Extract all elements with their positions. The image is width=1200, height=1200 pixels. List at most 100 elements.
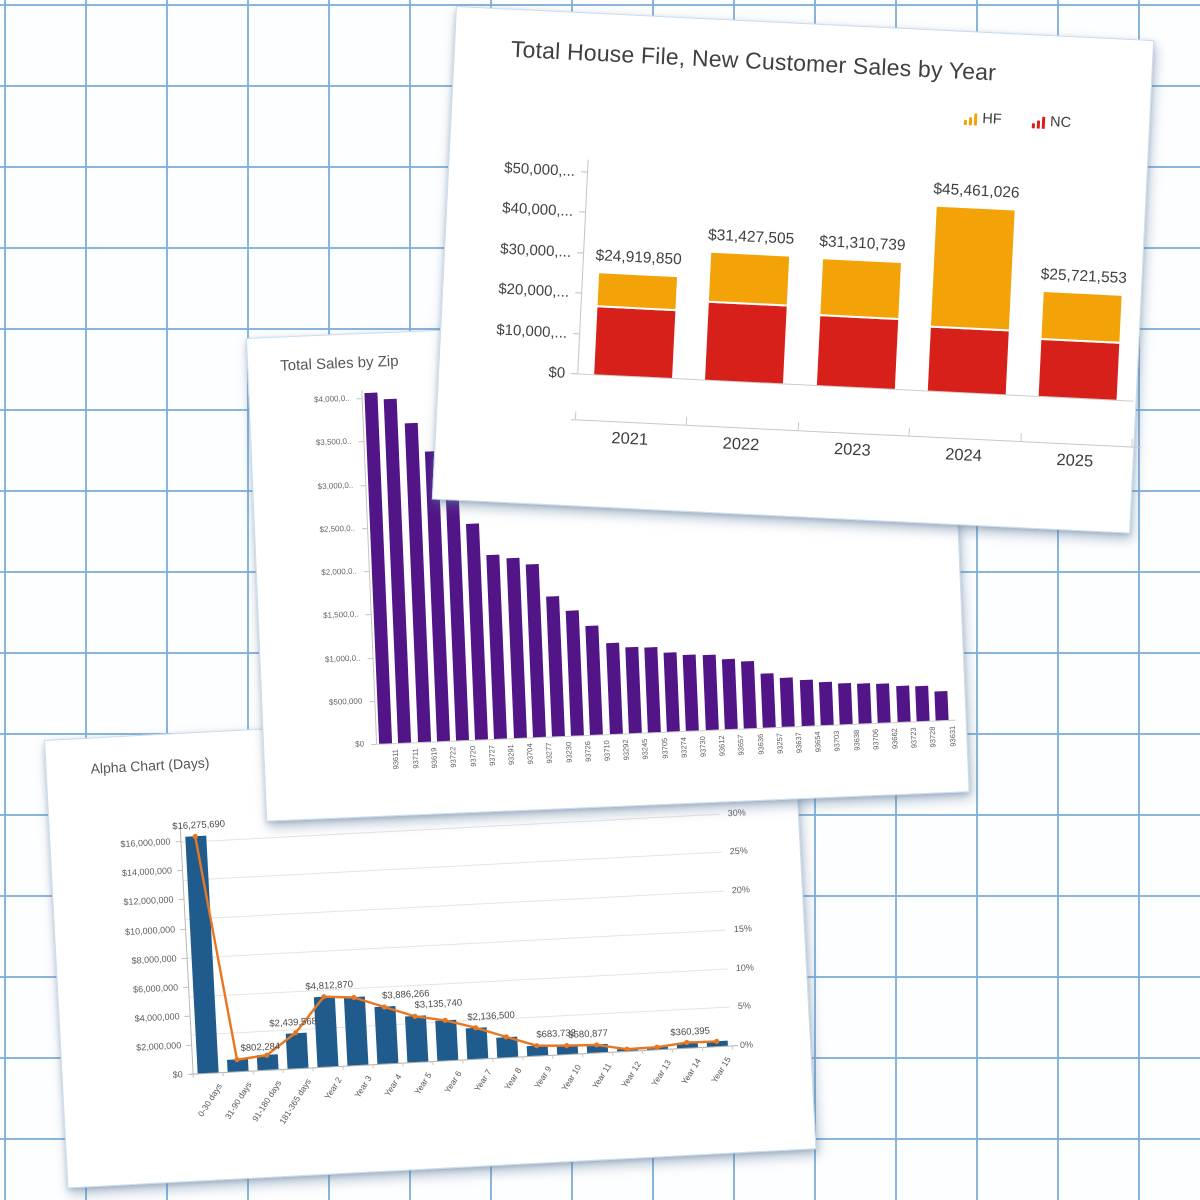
x-axis-zip-label: 93723 — [908, 727, 919, 749]
zip-bar — [818, 681, 834, 726]
bar-segment-nc — [927, 327, 1009, 395]
bar-total-label: $45,461,026 — [932, 180, 1020, 203]
x-axis-zip-label: 93277 — [544, 742, 555, 764]
x-axis-zip-label: 93292 — [621, 739, 632, 761]
x-axis-category-label: 0-30 days — [195, 1081, 224, 1119]
bar-segment-hf — [708, 252, 790, 307]
bar-total-label: $24,919,850 — [595, 247, 683, 269]
zip-bar — [545, 595, 565, 737]
x-axis-category-label: Year 14 — [679, 1056, 703, 1087]
x-axis-tick-mark — [1131, 438, 1133, 447]
zip-bar — [525, 563, 546, 738]
x-axis-category-label: Year 9 — [531, 1064, 554, 1091]
x-axis-zip-label: 93706 — [870, 728, 881, 751]
zip-bar — [721, 658, 738, 730]
x-axis-tick-mark — [574, 411, 577, 420]
x-axis-category-label: Year 4 — [382, 1072, 404, 1098]
x-axis-zip-label: 93638 — [851, 729, 862, 751]
data-point-label: $580,877 — [568, 1027, 609, 1041]
y-axis-tick-label: $12,000,000 — [123, 894, 174, 908]
zip-bar — [565, 609, 585, 736]
right-axis-tick-label: 5% — [737, 1000, 752, 1012]
zip-bar — [837, 683, 853, 725]
x-axis-zip-label: 93720 — [467, 745, 478, 767]
x-axis-zip-label: 93291 — [506, 744, 516, 766]
zip-bar — [605, 642, 623, 735]
x-axis-zip-label: 93654 — [812, 731, 823, 753]
x-axis-zip-label: 93257 — [774, 732, 785, 755]
data-point-label: $360,395 — [670, 1025, 711, 1039]
x-axis-zip-label: 93722 — [448, 746, 459, 768]
x-axis-zip-label: 93704 — [525, 743, 536, 765]
x-axis-zip-label: 93274 — [678, 736, 689, 759]
bar-segment-hf — [1041, 292, 1122, 344]
zip-bar — [486, 554, 508, 739]
x-axis-tick-mark — [1020, 433, 1022, 442]
y-axis-tick-label: $10,000,... — [495, 320, 568, 342]
y-axis-tick-label: $10,000,000 — [124, 923, 176, 937]
y-axis-line — [577, 159, 589, 374]
y-axis-tick-label: $4,000,000 — [134, 1011, 180, 1024]
x-axis-year-label: 2024 — [944, 445, 983, 466]
bar-segment-nc — [593, 307, 676, 378]
y-axis-tick-label: $50,000,... — [503, 159, 576, 181]
x-axis-zip-label: 93710 — [601, 740, 612, 762]
x-axis-category-label: 181-365 days — [277, 1076, 314, 1126]
x-axis-zip-label: 93703 — [832, 730, 843, 752]
bar-segment-nc — [1038, 339, 1120, 400]
y-axis-tick-label: $0 — [172, 1069, 183, 1080]
x-axis-category-label: 31-90 days — [222, 1079, 254, 1121]
x-axis-zip-label: 93728 — [928, 726, 938, 748]
zip-bar — [895, 685, 911, 723]
x-axis-category-label: Year 15 — [709, 1054, 733, 1085]
y-axis-tick-label: $1,500,0.. — [322, 609, 359, 621]
x-axis-category-label: Year 13 — [649, 1057, 673, 1088]
zip-bar — [624, 646, 642, 734]
x-axis-zip-label: 93637 — [793, 732, 804, 754]
x-axis-zip-label: 93662 — [889, 728, 900, 750]
x-axis-zip-label: 93636 — [755, 733, 766, 755]
y-axis-tick-label: $1,000,0.. — [324, 652, 361, 664]
x-axis-zip-label: 93657 — [736, 734, 747, 756]
zip-bar — [760, 672, 776, 728]
x-axis-category-label: Year 7 — [471, 1067, 494, 1094]
x-axis-zip-label: 93631 — [947, 725, 958, 747]
alpha-chart-card: Alpha Chart (Days) 30% 25% 20% 15% 10% 5% 0% $1… — [44, 700, 817, 1189]
x-axis-year-label: 2023 — [833, 440, 872, 460]
x-axis-category-label: Year 11 — [589, 1061, 614, 1091]
zip-bar — [857, 683, 872, 724]
x-axis-tick-mark — [686, 416, 688, 425]
percent-line-overlay — [192, 833, 720, 1063]
bar-segment-nc — [705, 302, 787, 384]
y-axis-tick-label: $16,000,000 — [120, 836, 171, 850]
y-axis-tick-label: $4,000,0.. — [313, 393, 350, 405]
y-axis-tick-label: $14,000,000 — [121, 865, 173, 879]
zip-bar — [934, 690, 949, 721]
y-axis-tick-label: $2,000,000 — [135, 1040, 182, 1053]
bar-total-label: $31,310,739 — [818, 232, 906, 254]
zip-bar — [663, 652, 680, 732]
y-axis-tick-label: $3,000,0.. — [317, 480, 354, 491]
y-axis-tick-label: $20,000,... — [497, 280, 570, 302]
zip-bar — [644, 647, 661, 733]
x-axis-category-label: Year 8 — [501, 1065, 524, 1092]
right-axis-tick-label: 0% — [739, 1039, 754, 1050]
house-file-plot: $50,000,... $40,000,... $30,000,... $20,000… — [433, 7, 1153, 532]
x-axis-category-label: Year 3 — [352, 1073, 374, 1100]
x-axis-tick-mark — [908, 427, 911, 436]
x-axis-category-label: Year 5 — [411, 1070, 434, 1097]
x-axis-year-label: 2025 — [1056, 450, 1094, 471]
x-axis-zip-label: 93726 — [582, 740, 593, 763]
x-axis-zip-label: 93727 — [486, 744, 497, 767]
house-file-card: Total House File, New Customer Sales by … — [431, 6, 1155, 534]
bar-segment-hf — [819, 258, 901, 321]
x-axis-zip-label: 93711 — [410, 748, 420, 769]
zip-bar — [466, 523, 489, 740]
right-axis-tick-label: 25% — [729, 845, 749, 857]
x-axis-category-label: Year 6 — [441, 1068, 464, 1095]
x-axis-zip-label: 93245 — [640, 738, 651, 760]
x-axis-category-label: Year 12 — [619, 1059, 644, 1090]
x-axis-zip-label: 93619 — [429, 747, 440, 769]
x-axis-category-label: Year 10 — [559, 1062, 584, 1093]
